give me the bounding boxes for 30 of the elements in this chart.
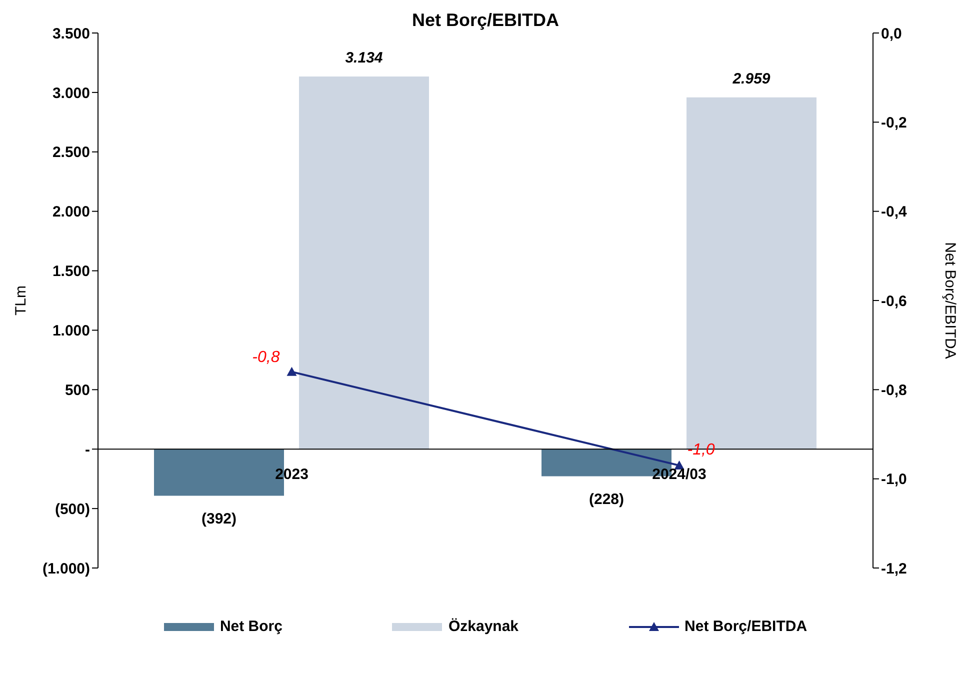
data-label: (392) (201, 510, 237, 528)
y-tick-label: 3.000 (52, 84, 90, 102)
data-label: -0,8 (252, 348, 280, 366)
y2-tick-label: -0,4 (881, 204, 908, 221)
y-axis-title: TLm (12, 286, 30, 316)
y-tick-label: 3.500 (52, 25, 90, 42)
chart-title: Net Borç/EBITDA (412, 10, 559, 30)
y2-tick-label: -1,2 (881, 560, 907, 578)
y-tick-label: (1.000) (42, 560, 90, 578)
y-tick-label: 2.000 (52, 204, 90, 221)
y-tick-label: 1.000 (52, 322, 90, 340)
data-label: 3.134 (345, 50, 384, 67)
x-tick-label: 2024/03 (652, 466, 706, 484)
y-tick-label: 1.500 (52, 263, 90, 280)
y-tick-label: 2.500 (52, 144, 90, 162)
y-tick-label: - (85, 441, 90, 458)
data-label: (228) (588, 491, 624, 508)
legend-label: Net Borç (220, 618, 282, 635)
legend-label: Net Borç/EBITDA (684, 618, 808, 635)
y2-tick-label: 0,0 (881, 25, 902, 42)
y2-tick-label: -0,6 (881, 292, 907, 310)
bar (299, 76, 429, 450)
y2-tick-label: -1,0 (881, 471, 907, 488)
y-tick-label: (500) (54, 500, 90, 518)
y2-axis-title: Net Borç/EBITDA (942, 242, 959, 359)
y-tick-label: 500 (64, 382, 90, 399)
y2-tick-label: -0,8 (881, 382, 907, 399)
y2-tick-label: -0,2 (881, 114, 907, 132)
data-label: 2.959 (732, 70, 771, 88)
legend-label: Özkaynak (448, 618, 519, 635)
